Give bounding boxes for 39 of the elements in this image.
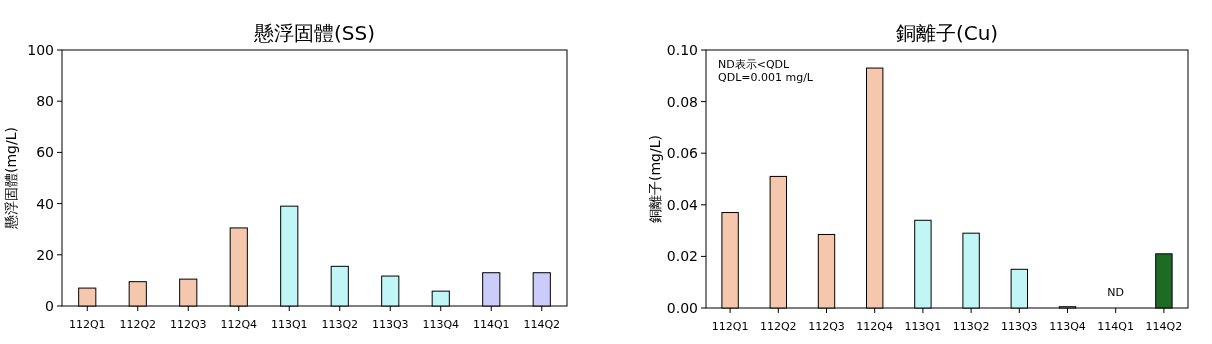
x-tick-label: 113Q3 bbox=[1000, 320, 1038, 333]
x-tick-label: 113Q1 bbox=[904, 320, 942, 333]
x-tick-label: 112Q2 bbox=[759, 320, 797, 333]
y-tick-label: 20 bbox=[36, 246, 54, 263]
x-tick-label: 112Q1 bbox=[68, 318, 106, 331]
y-tick-label: 60 bbox=[36, 144, 54, 161]
y-tick-label: 80 bbox=[36, 93, 54, 110]
x-tick-label: 114Q2 bbox=[1145, 320, 1183, 333]
x-tick-label: 113Q1 bbox=[270, 318, 308, 331]
x-tick-label: 112Q4 bbox=[856, 320, 894, 333]
y-tick-label: 0.00 bbox=[666, 300, 698, 316]
x-tick-label: 112Q3 bbox=[808, 320, 845, 333]
chart-title: 懸浮固體(SS) bbox=[253, 21, 375, 45]
text: ND bbox=[1107, 286, 1125, 299]
x-tick-label: 113Q3 bbox=[371, 318, 409, 331]
x-tick-label: 112Q1 bbox=[711, 320, 749, 333]
y-axis-title: 銅離子(mg/L) bbox=[647, 135, 663, 223]
y-tick-label: 0.08 bbox=[666, 93, 698, 110]
x-tick-label: 113Q4 bbox=[1049, 320, 1086, 333]
x-tick-label: 114Q2 bbox=[523, 318, 561, 331]
x-tick-label: 112Q4 bbox=[220, 318, 258, 331]
chart-title: 銅離子(Cu) bbox=[895, 21, 999, 45]
y-tick-label: 100 bbox=[27, 42, 54, 58]
x-tick-label: 112Q3 bbox=[169, 318, 207, 331]
y-tick-label: 0.04 bbox=[666, 196, 699, 213]
annotation: QDL=0.001 mg/L bbox=[718, 71, 814, 84]
x-tick-label: 113Q4 bbox=[422, 318, 460, 331]
y-axis-title: 懸浮固體(mg/L) bbox=[3, 127, 19, 230]
y-tick-label: 0 bbox=[45, 298, 54, 314]
y-tick-label: 40 bbox=[36, 195, 54, 212]
y-tick-label: 0.10 bbox=[666, 42, 698, 58]
x-tick-label: 113Q2 bbox=[952, 320, 990, 333]
x-tick-label: 113Q2 bbox=[321, 318, 359, 331]
x-tick-label: 114Q1 bbox=[1097, 320, 1135, 333]
y-tick-label: 0.06 bbox=[666, 145, 699, 162]
annotation: ND表示<QDL bbox=[718, 58, 791, 71]
x-tick-label: 114Q1 bbox=[472, 318, 510, 331]
x-tick-label: 112Q2 bbox=[119, 318, 157, 331]
y-tick-label: 0.02 bbox=[666, 248, 698, 265]
